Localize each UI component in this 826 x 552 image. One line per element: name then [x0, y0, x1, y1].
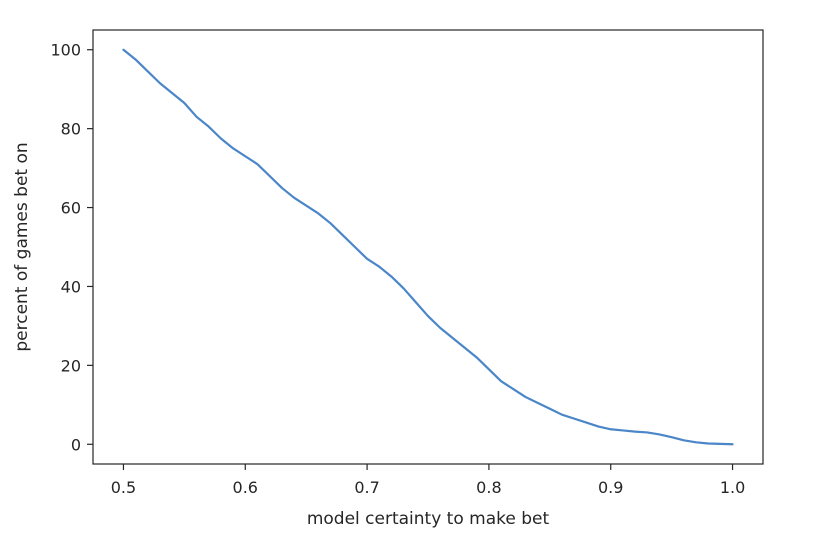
axes-frame — [92, 29, 764, 465]
x-tick-label: 0.8 — [476, 478, 501, 497]
x-tick-label: 0.9 — [598, 478, 623, 497]
y-tick-label: 80 — [61, 120, 81, 139]
y-axis-label: percent of games bet on — [12, 142, 32, 351]
x-tick-label: 0.6 — [233, 478, 258, 497]
y-tick-label: 0 — [71, 435, 81, 454]
y-tick-label: 20 — [61, 356, 81, 375]
y-tick-label: 60 — [61, 199, 81, 218]
y-tick-label: 40 — [61, 277, 81, 296]
series-line — [122, 48, 734, 446]
y-tick-label: 100 — [50, 41, 81, 60]
x-tick-label: 0.5 — [111, 478, 136, 497]
x-tick-label: 1.0 — [720, 478, 745, 497]
x-axis-label: model certainty to make bet — [307, 509, 550, 529]
x-tick-label: 0.7 — [354, 478, 379, 497]
